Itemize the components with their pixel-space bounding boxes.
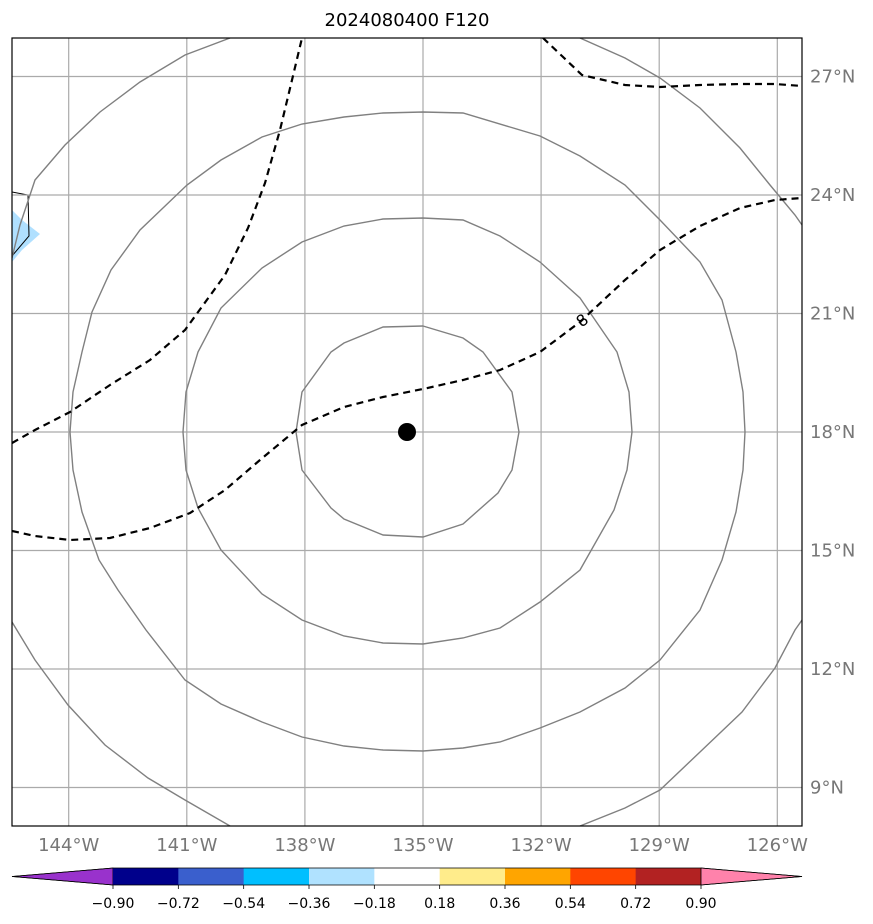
dashed-contour-upper — [12, 38, 304, 444]
lat-tick-label: 24°N — [810, 185, 855, 206]
contour-ring-2 — [182, 217, 633, 645]
colorbar-tick-label: 0.54 — [555, 896, 586, 912]
anomaly-shade-patch — [12, 210, 40, 262]
coastline — [12, 191, 30, 257]
colorbar-tick-label: 0.72 — [620, 896, 651, 912]
contour-ring-4-upper — [12, 38, 231, 259]
contour-rings — [12, 38, 802, 826]
colorbar-segment — [570, 868, 637, 885]
contour-ring-4-lower-right — [579, 619, 802, 826]
map-frame — [11, 37, 803, 827]
dashed-contour-middle — [12, 196, 802, 542]
colorbar-tick-label: −0.18 — [353, 896, 396, 912]
colorbar-segment — [505, 868, 571, 885]
colorbar-tick-label: −0.54 — [222, 896, 265, 912]
contour-ring-3 — [69, 111, 746, 752]
lat-tick-label: 21°N — [810, 304, 855, 325]
colorbar-segment — [635, 868, 702, 885]
lat-tick-label: 12°N — [810, 659, 855, 680]
dashed-contours — [12, 38, 802, 542]
colorbar-segment — [113, 868, 179, 885]
colorbar-labels: −0.90 −0.72 −0.54 −0.36 −0.18 0.18 0.36 0.54 0.7… — [92, 885, 717, 912]
contour-ring-4-upper-right — [579, 38, 802, 226]
colorbar-segment — [178, 868, 245, 885]
colorbar-tick-label: 0.18 — [424, 896, 455, 912]
lat-tick-label: 18°N — [810, 422, 855, 443]
lon-tick-label: 141°W — [156, 835, 217, 856]
latitude-labels: 9°N 12°N 15°N 18°N 21°N 24°N 27°N — [810, 67, 855, 799]
dashed-contour-top-right — [542, 38, 802, 89]
contour-ring-4-lower — [12, 621, 231, 826]
colorbar-segment — [439, 868, 506, 885]
colorbar-tick-label: −0.90 — [92, 896, 135, 912]
colorbar — [11, 867, 803, 886]
lat-tick-label: 15°N — [810, 541, 855, 562]
lon-tick-label: 126°W — [747, 835, 808, 856]
colorbar-extend-low — [11, 867, 114, 886]
lon-tick-label: 138°W — [274, 835, 335, 856]
colorbar-extend-high — [700, 867, 803, 886]
colorbar-tick-label: −0.72 — [157, 896, 200, 912]
colorbar-tick-label: −0.36 — [288, 896, 331, 912]
contour-ring-1 — [295, 325, 520, 538]
storm-center-marker — [398, 423, 416, 441]
lon-tick-label: 132°W — [511, 835, 572, 856]
colorbar-segment — [309, 868, 375, 885]
colorbar-tick-label: 0.36 — [489, 896, 520, 912]
lat-tick-label: 27°N — [810, 67, 855, 88]
map-panel: 8 — [12, 38, 802, 826]
longitude-labels: 144°W 141°W 138°W 135°W 132°W 129°W 126°W — [38, 835, 808, 856]
gridlines — [12, 38, 802, 826]
map-title: 2024080400 F120 — [325, 10, 490, 31]
lat-tick-label: 9°N — [810, 778, 844, 799]
colorbar-tick-label: 0.90 — [685, 896, 716, 912]
colorbar-segment — [243, 868, 310, 885]
lon-tick-label: 144°W — [38, 835, 99, 856]
colorbar-segment — [374, 868, 441, 885]
lon-tick-label: 129°W — [629, 835, 690, 856]
lon-tick-label: 135°W — [392, 835, 453, 856]
